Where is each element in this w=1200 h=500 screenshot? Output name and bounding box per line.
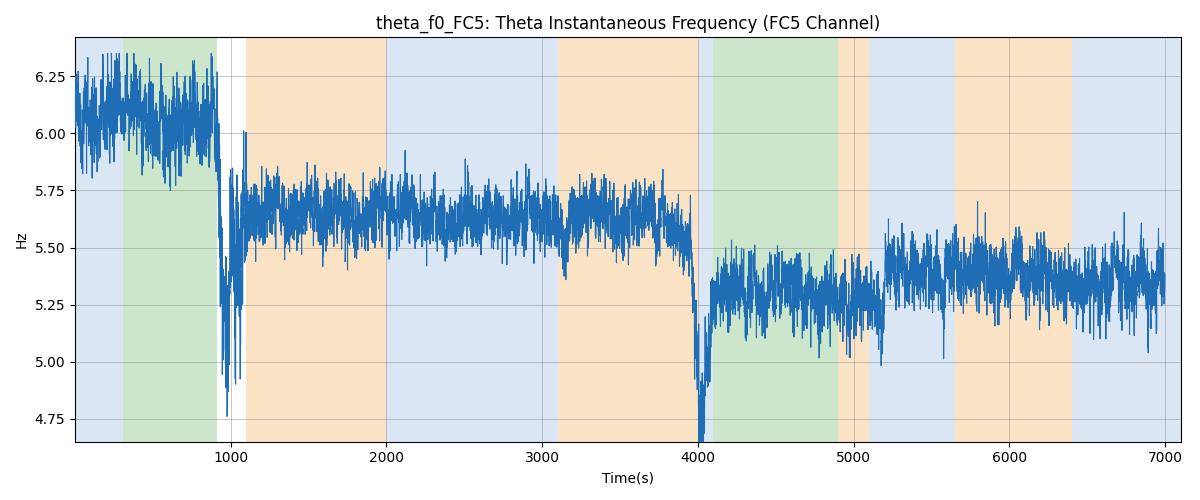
X-axis label: Time(s): Time(s) [602, 471, 654, 485]
Bar [698, 38, 714, 442]
Bar [558, 38, 698, 442]
Bar [76, 38, 124, 442]
Bar [869, 38, 955, 442]
Bar [246, 38, 386, 442]
Y-axis label: Hz: Hz [14, 230, 29, 248]
Bar [955, 38, 1072, 442]
Bar [1072, 38, 1181, 442]
Bar [386, 38, 558, 442]
Bar [838, 38, 869, 442]
Title: theta_f0_FC5: Theta Instantaneous Frequency (FC5 Channel): theta_f0_FC5: Theta Instantaneous Freque… [376, 15, 880, 34]
Bar [714, 38, 838, 442]
Bar [124, 38, 217, 442]
